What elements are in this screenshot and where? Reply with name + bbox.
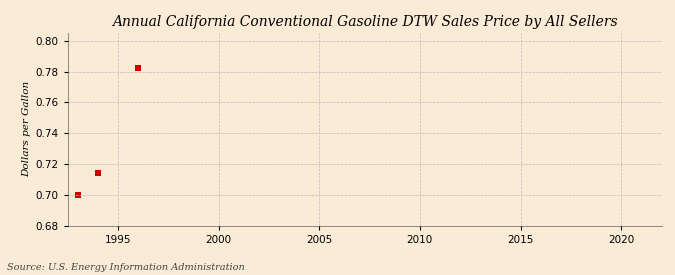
Title: Annual California Conventional Gasoline DTW Sales Price by All Sellers: Annual California Conventional Gasoline … [111, 15, 618, 29]
Y-axis label: Dollars per Gallon: Dollars per Gallon [22, 81, 31, 177]
Text: Source: U.S. Energy Information Administration: Source: U.S. Energy Information Administ… [7, 263, 244, 272]
